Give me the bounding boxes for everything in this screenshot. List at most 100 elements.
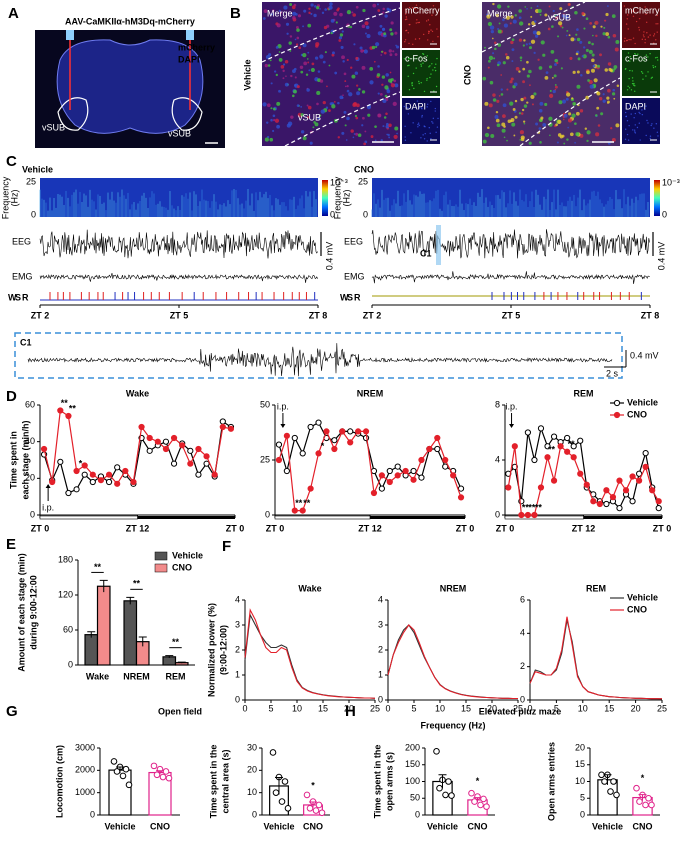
error-bar — [473, 797, 482, 803]
cell — [364, 140, 368, 144]
cell — [528, 46, 533, 50]
cell — [364, 21, 369, 26]
scale-label: 2 s — [606, 368, 619, 378]
y-axis-label: (9:00-12:00) — [218, 625, 228, 675]
cell — [403, 105, 406, 108]
data-point — [195, 471, 202, 478]
data-point — [307, 423, 314, 431]
cell — [302, 43, 307, 48]
bar — [162, 656, 177, 666]
colorbar — [322, 180, 328, 216]
cell — [657, 23, 659, 25]
data-point — [105, 471, 113, 478]
cell — [383, 51, 387, 55]
cell — [502, 103, 507, 108]
cell — [539, 101, 544, 106]
cell — [341, 131, 345, 135]
panel-label: H — [345, 703, 356, 720]
cell — [656, 131, 659, 133]
data-point — [544, 443, 551, 450]
cell — [611, 14, 616, 19]
cell — [626, 120, 629, 122]
cell — [624, 111, 627, 114]
stage-label: R — [22, 292, 29, 302]
cell — [330, 32, 333, 35]
data-point — [607, 788, 614, 795]
data-point — [483, 803, 490, 810]
cell — [286, 32, 289, 35]
cell — [489, 25, 495, 30]
data-point — [122, 467, 129, 475]
series-line — [244, 613, 376, 699]
data-point — [307, 485, 314, 492]
y-tick-label: 10 — [247, 787, 257, 797]
cell — [647, 56, 649, 58]
cell — [513, 82, 518, 87]
cell — [427, 32, 430, 34]
channel-label: DAPI — [405, 101, 426, 111]
data-point — [165, 774, 173, 782]
cell — [370, 135, 374, 139]
x-tick-label: 5 — [554, 703, 559, 713]
cell — [646, 32, 648, 34]
cell — [272, 9, 275, 12]
cell — [308, 11, 311, 15]
cell — [426, 103, 429, 105]
cell — [605, 12, 609, 17]
cell — [262, 102, 267, 107]
cell — [275, 73, 278, 77]
cell — [638, 17, 641, 20]
cell — [544, 102, 548, 107]
cell — [568, 112, 572, 116]
y-tick-label: 3000 — [75, 742, 95, 752]
significance: ** — [568, 439, 576, 449]
cell — [629, 60, 631, 62]
x-tick-label: 10 — [435, 703, 445, 713]
cell — [302, 136, 307, 141]
cell — [623, 40, 626, 42]
cell — [333, 11, 338, 16]
cell — [486, 14, 491, 19]
x-tick-label: CNO — [303, 821, 323, 831]
cell — [544, 75, 549, 80]
cell — [576, 28, 579, 31]
cell — [311, 62, 315, 66]
x-tick-label: ZT 12 — [126, 523, 150, 533]
y-tick-label: 50 — [260, 399, 270, 409]
data-point — [601, 778, 608, 785]
cell — [269, 59, 272, 62]
data-point — [114, 480, 121, 487]
cell — [303, 61, 308, 66]
cell — [404, 139, 407, 141]
cell — [313, 13, 317, 18]
cell — [430, 100, 432, 103]
cell — [630, 113, 632, 115]
annotation: i.p. — [277, 401, 289, 411]
cell — [314, 56, 319, 60]
y-axis-label: during 9:00-12:00 — [28, 575, 38, 650]
cell — [604, 68, 608, 72]
data-point — [315, 419, 322, 426]
cell — [637, 53, 639, 55]
cell — [361, 24, 366, 29]
y-tick-label: 40 — [25, 436, 35, 446]
x-tick-label: Wake — [86, 671, 109, 681]
cell — [363, 49, 368, 54]
channel-image — [622, 98, 660, 144]
data-point — [570, 443, 577, 450]
cell — [653, 33, 656, 35]
cell — [510, 117, 515, 122]
data-point — [315, 801, 323, 809]
cell — [492, 2, 495, 6]
cell — [403, 58, 406, 60]
data-point — [480, 795, 487, 803]
cell — [294, 76, 297, 79]
cell — [314, 122, 319, 127]
cell — [405, 16, 408, 18]
cell — [295, 26, 299, 29]
cell — [354, 71, 359, 75]
cell — [317, 117, 320, 120]
cell — [389, 53, 393, 57]
data-point — [65, 489, 72, 497]
cell — [269, 137, 274, 142]
